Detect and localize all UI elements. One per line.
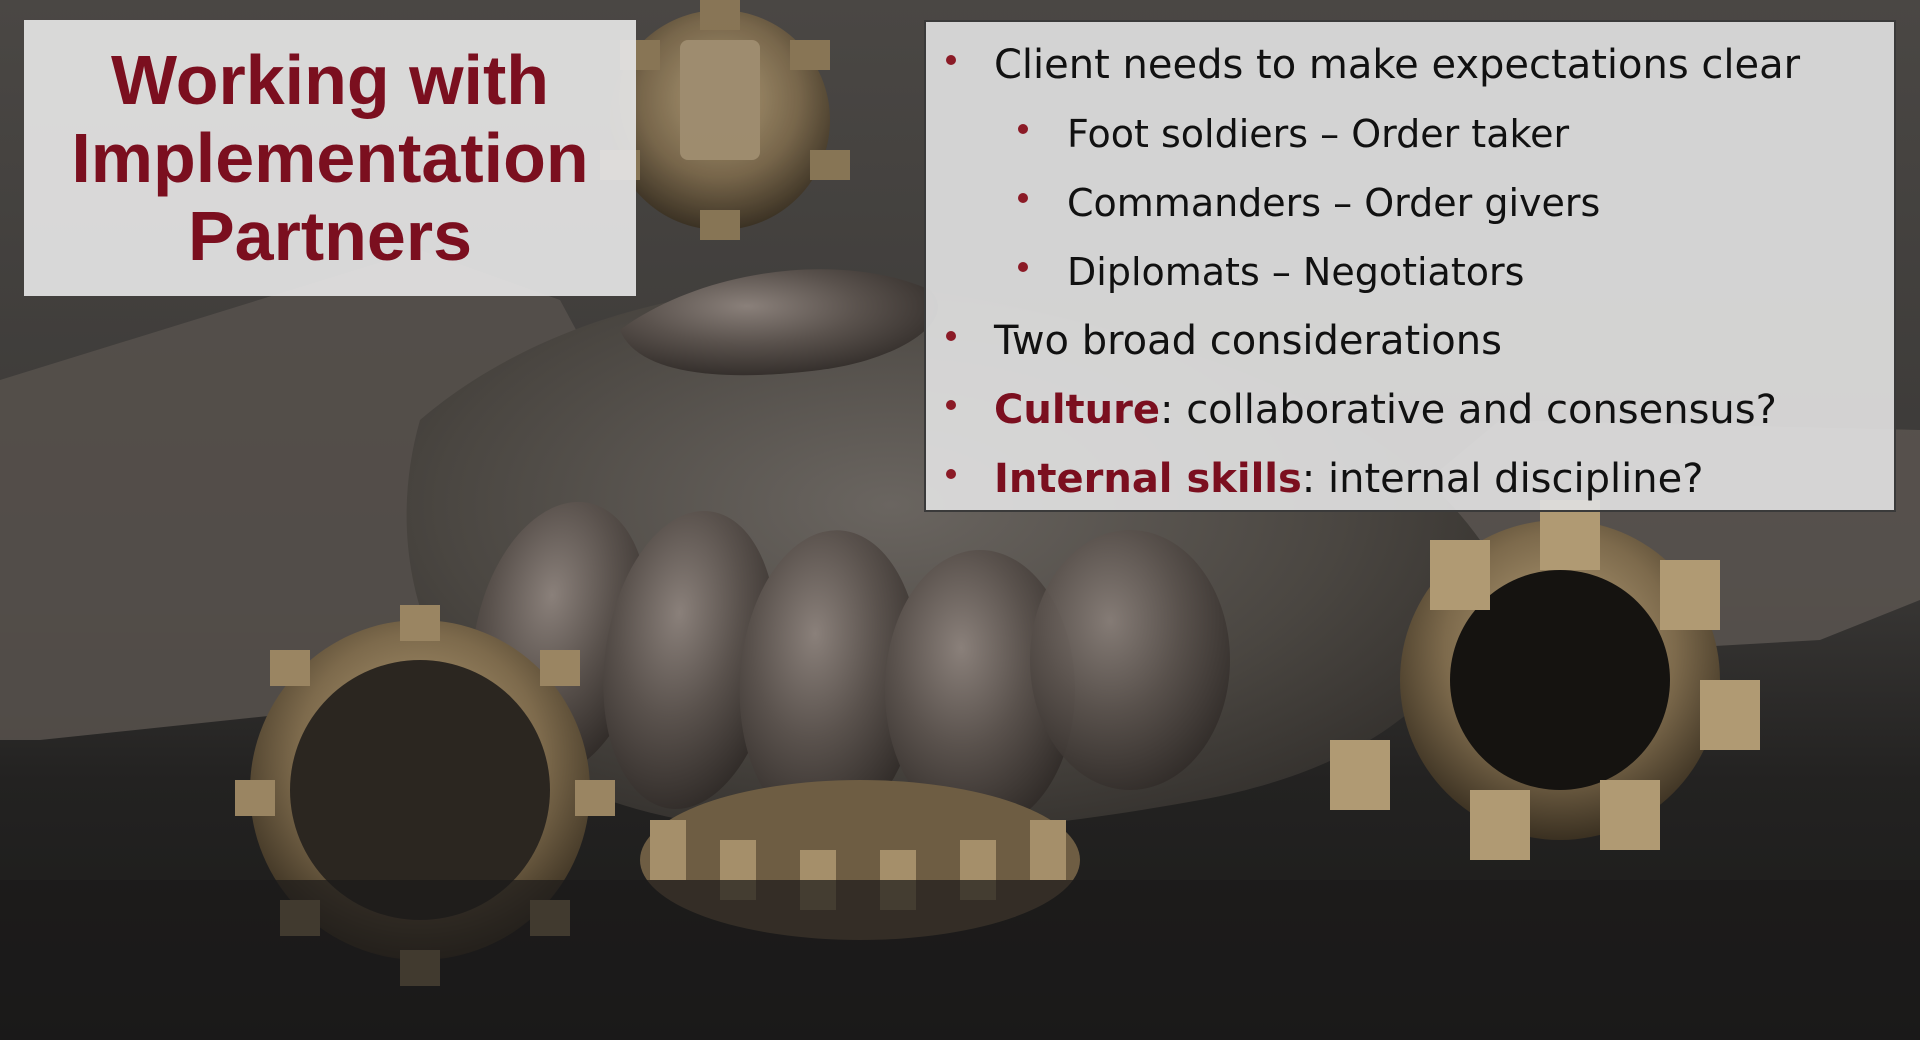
bullet-dot [946,399,956,410]
slide-title-line-1: Working with [110,41,550,119]
bullet-dot [946,468,956,479]
bullet-text: : internal discipline? [1301,455,1704,502]
bullet-text: Commanders – Order givers [1067,180,1601,225]
bullet-dot [946,330,956,341]
sub-bullet-item: Diplomats – Negotiators [926,237,1894,306]
bullet-item: Culture: collaborative and consensus? [926,375,1894,444]
slide-title-line-2: Implementation [71,119,589,197]
bullet-item: Internal skills: internal discipline? [926,444,1894,513]
bullet-emphasis: Culture [994,386,1160,433]
bullet-dot [1018,261,1028,272]
bullet-text: Diplomats – Negotiators [1067,249,1525,294]
bullet-text: Client needs to make expectations clear [994,41,1801,88]
title-panel: Working with Implementation Partners [24,20,636,296]
bullet-text: Two broad considerations [994,317,1502,364]
bullet-item: Two broad considerations [926,306,1894,375]
bullet-text: Foot soldiers – Order taker [1067,111,1570,156]
bullet-text: : collaborative and consensus? [1160,386,1777,433]
bullet-panel: Client needs to make expectations clear … [924,20,1896,512]
bullet-dot [946,54,956,65]
bullet-dot [1018,192,1028,203]
bullet-item: Client needs to make expectations clear [926,30,1894,99]
bullet-emphasis: Internal skills [994,455,1302,502]
slide-title-line-3: Partners [187,197,473,275]
bullet-dot [1018,123,1028,134]
sub-bullet-item: Commanders – Order givers [926,168,1894,237]
sub-bullet-item: Foot soldiers – Order taker [926,99,1894,168]
